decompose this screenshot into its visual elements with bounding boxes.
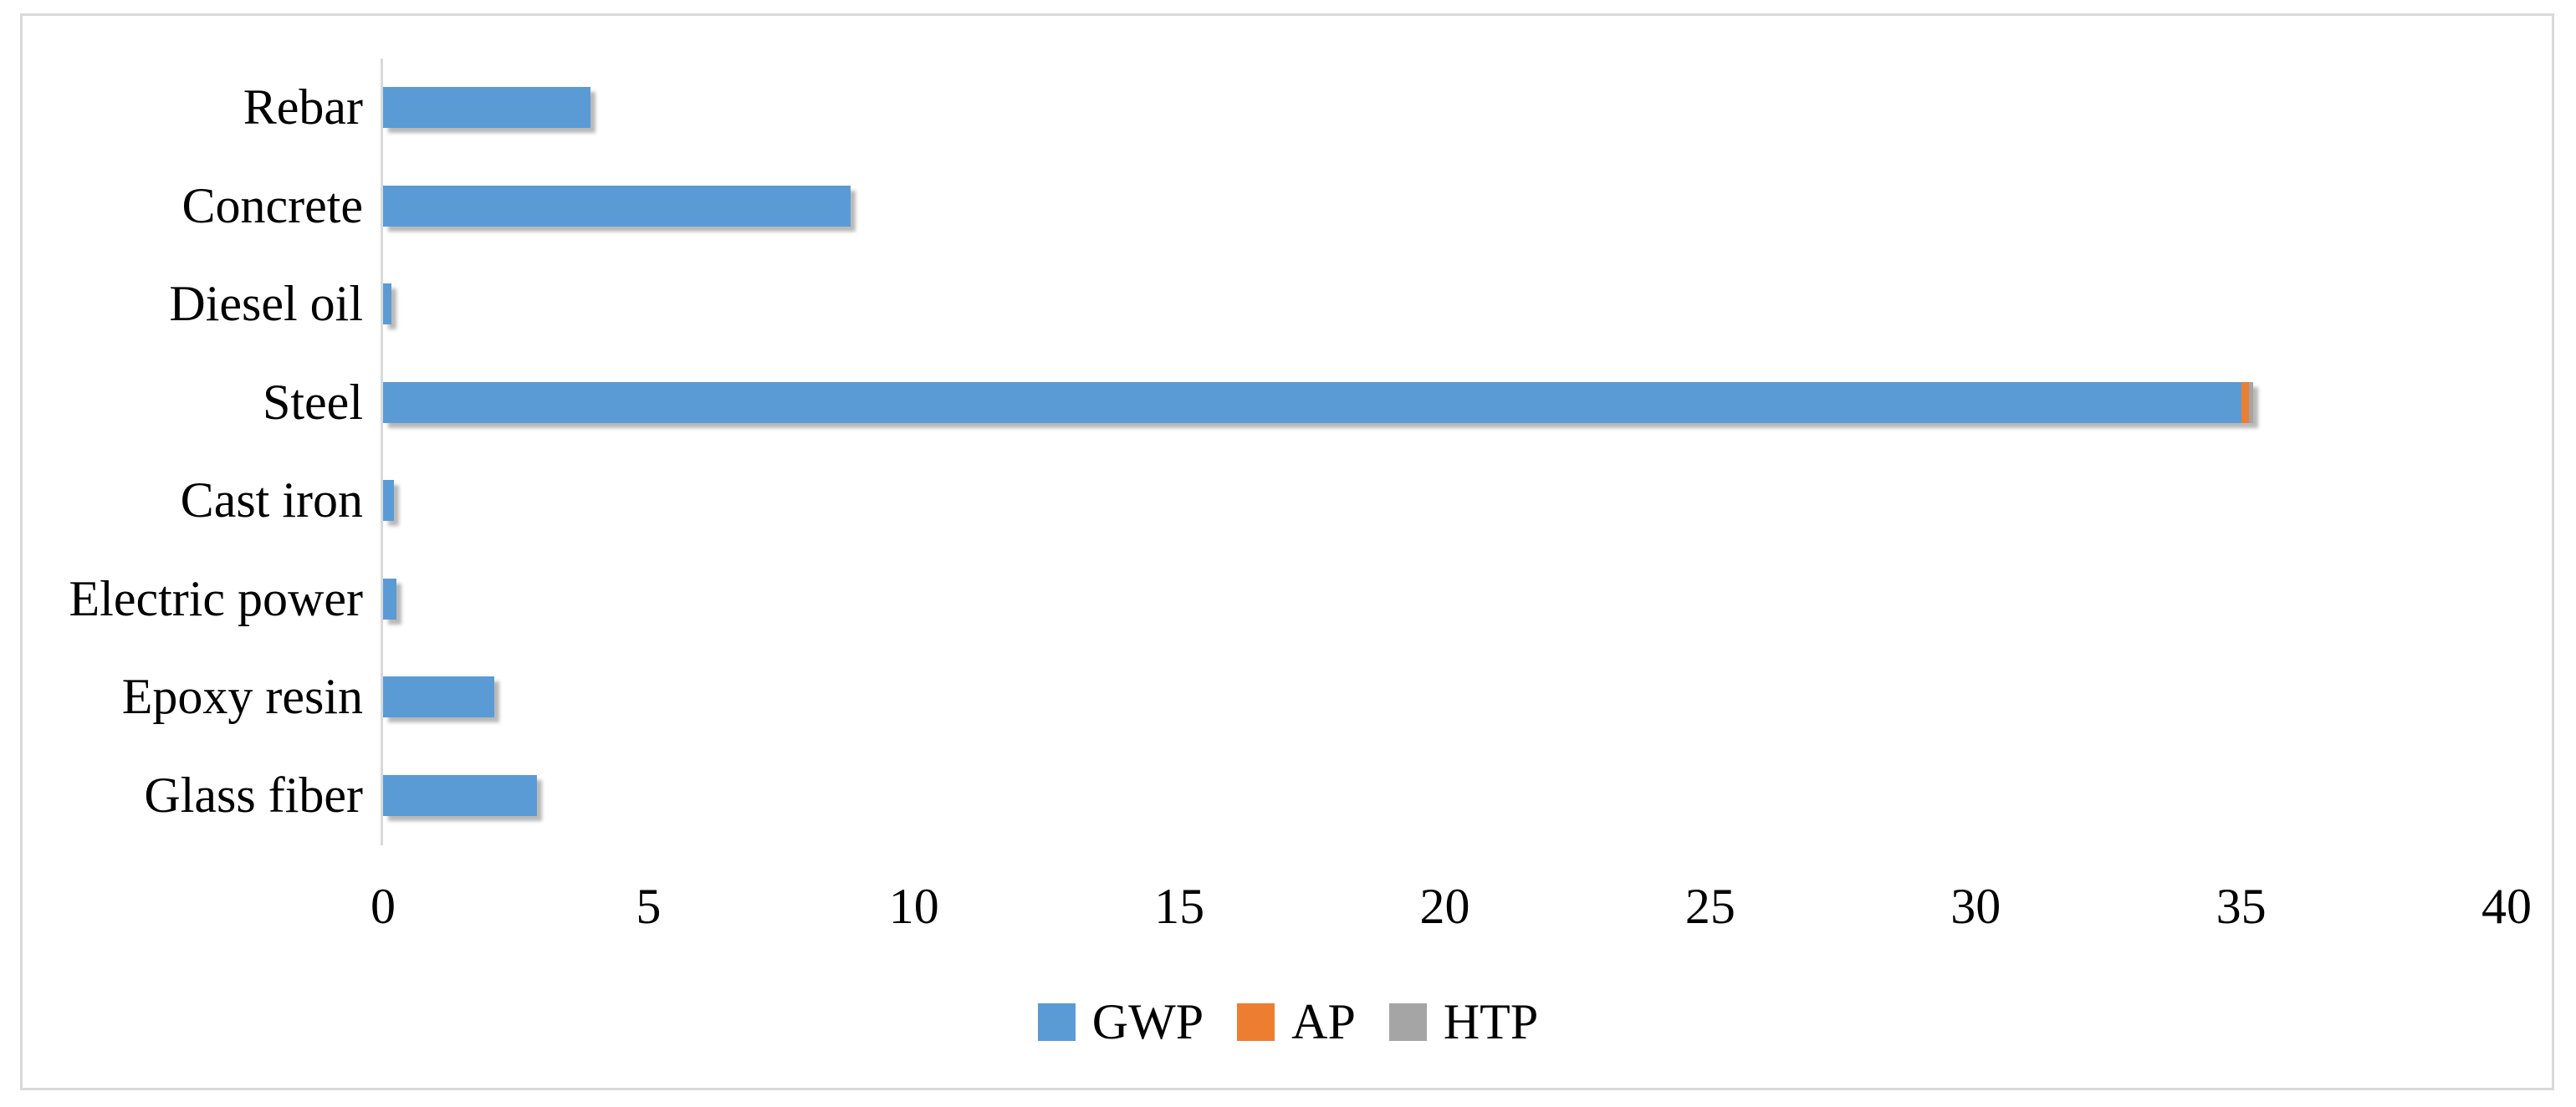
- category-label-cast-iron: Cast iron: [180, 472, 363, 528]
- bar-diesel-oil: [383, 283, 391, 325]
- legend-item-gwp: GWP: [1037, 988, 1204, 1055]
- category-label-electric-power: Electric power: [69, 570, 363, 626]
- category-axis-line: [381, 59, 383, 845]
- bar-cast-iron: [383, 480, 394, 522]
- x-tick-label-20: 20: [1419, 879, 1470, 934]
- bar-concrete: [383, 185, 851, 227]
- legend-item-ap: AP: [1237, 988, 1356, 1055]
- bar-segment-gwp-electric-power: [383, 578, 396, 620]
- bar-segment-gwp-cast-iron: [383, 480, 394, 522]
- bar-steel: [383, 381, 2253, 423]
- legend-swatch-gwp-icon: [1037, 1002, 1076, 1041]
- legend-label-gwp: GWP: [1091, 994, 1204, 1049]
- x-tick-label-40: 40: [2481, 879, 2532, 934]
- bar-segment-gwp-diesel-oil: [383, 283, 391, 325]
- legend-swatch-htp-icon: [1388, 1002, 1427, 1041]
- bar-segment-gwp-steel: [383, 381, 2241, 423]
- bar-segment-ap-steel: [2241, 381, 2250, 423]
- bar-rebar: [383, 87, 590, 129]
- bar-glass-fiber: [383, 774, 538, 816]
- x-tick-label-15: 15: [1154, 879, 1205, 934]
- bar-segment-gwp-glass-fiber: [383, 774, 538, 816]
- legend-item-htp: HTP: [1388, 988, 1539, 1055]
- legend-label-ap: AP: [1291, 994, 1356, 1049]
- x-tick-label-35: 35: [2216, 879, 2267, 934]
- x-tick-label-30: 30: [1950, 879, 2001, 934]
- category-label-glass-fiber: Glass fiber: [144, 767, 363, 823]
- category-label-steel: Steel: [263, 374, 363, 430]
- bar-electric-power: [383, 578, 396, 620]
- category-label-epoxy-resin: Epoxy resin: [121, 669, 363, 724]
- category-label-diesel-oil: Diesel oil: [169, 276, 363, 331]
- x-tick-label-25: 25: [1684, 879, 1735, 934]
- legend-swatch-ap-icon: [1237, 1002, 1275, 1041]
- bar-segment-htp-steel: [2249, 381, 2253, 423]
- category-label-concrete: Concrete: [181, 177, 363, 233]
- category-label-rebar: Rebar: [243, 79, 363, 135]
- bar-segment-gwp-epoxy-resin: [383, 676, 495, 718]
- x-tick-label-0: 0: [371, 879, 396, 934]
- x-tick-label-10: 10: [888, 879, 939, 934]
- legend: GWP AP HTP: [0, 988, 2576, 1055]
- bar-segment-gwp-concrete: [383, 185, 851, 227]
- bar-epoxy-resin: [383, 676, 495, 718]
- bar-segment-gwp-rebar: [383, 87, 590, 129]
- legend-label-htp: HTP: [1443, 994, 1539, 1049]
- x-tick-label-5: 5: [636, 879, 662, 934]
